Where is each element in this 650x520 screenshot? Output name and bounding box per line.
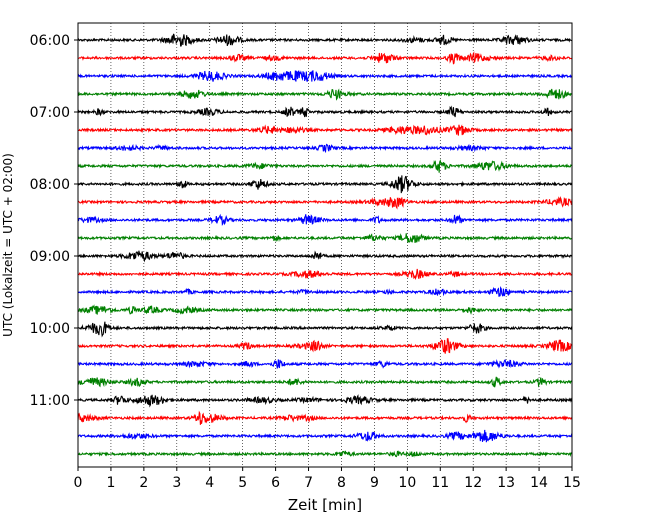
trace-0930 [77, 286, 573, 297]
trace-0945 [77, 304, 573, 315]
trace-0600 [77, 33, 573, 47]
x-tick-label: 11 [431, 475, 449, 491]
trace-0730 [77, 143, 573, 154]
trace-0800 [77, 175, 573, 194]
trace-1030 [77, 358, 573, 370]
x-tick-label: 6 [271, 475, 280, 491]
y-axis: 06:00 07:00 08:00 09:00 10:00 11:00 [30, 33, 78, 409]
x-tick-label: 1 [106, 475, 115, 491]
trace-0615 [77, 51, 573, 65]
x-tick-label: 8 [337, 475, 346, 491]
trace-1000 [77, 321, 573, 338]
trace-0815 [77, 195, 573, 210]
x-tick-label: 9 [370, 475, 379, 491]
trace-0830 [77, 213, 573, 226]
y-tick-label: 08:00 [30, 177, 70, 193]
trace-1130 [77, 429, 573, 443]
y-tick-label: 07:00 [30, 105, 70, 121]
trace-0630 [77, 70, 573, 82]
plot-background [78, 23, 572, 467]
x-tick-label: 15 [563, 475, 581, 491]
trace-1045 [77, 376, 573, 388]
x-tick-label: 7 [304, 475, 313, 491]
grid [110, 23, 540, 467]
trace-1100 [77, 394, 573, 408]
x-tick-label: 2 [139, 475, 148, 491]
x-axis: 0 1 2 3 4 5 6 7 8 9 10 11 12 13 14 15 [74, 467, 581, 491]
plot-frame [77, 22, 573, 468]
trace-0715 [78, 124, 573, 136]
x-tick-label: 0 [74, 475, 83, 491]
x-tick-label: 12 [464, 475, 482, 491]
traces [77, 33, 573, 458]
x-tick-label: 4 [205, 475, 214, 491]
y-tick-label: 11:00 [30, 393, 70, 409]
trace-1145 [77, 450, 573, 458]
x-tick-label: 13 [497, 475, 515, 491]
trace-0900 [77, 250, 573, 263]
trace-0745 [77, 159, 573, 173]
y-tick-label: 09:00 [30, 249, 70, 265]
trace-1015 [77, 338, 573, 354]
x-tick-label: 14 [530, 475, 548, 491]
trace-0915 [77, 268, 573, 281]
x-tick-label: 10 [398, 475, 416, 491]
y-tick-label: 06:00 [30, 33, 70, 49]
trace-1115 [77, 410, 573, 425]
x-axis-label: Zeit [min] [288, 496, 362, 514]
trace-0845 [77, 233, 573, 244]
trace-0700 [77, 105, 573, 118]
y-axis-label: UTC (Lokalzeit = UTC + 02:00) [1, 153, 15, 337]
trace-0645 [77, 88, 573, 101]
x-tick-label: 5 [238, 475, 247, 491]
x-tick-label: 3 [172, 475, 181, 491]
y-tick-label: 10:00 [30, 321, 70, 337]
